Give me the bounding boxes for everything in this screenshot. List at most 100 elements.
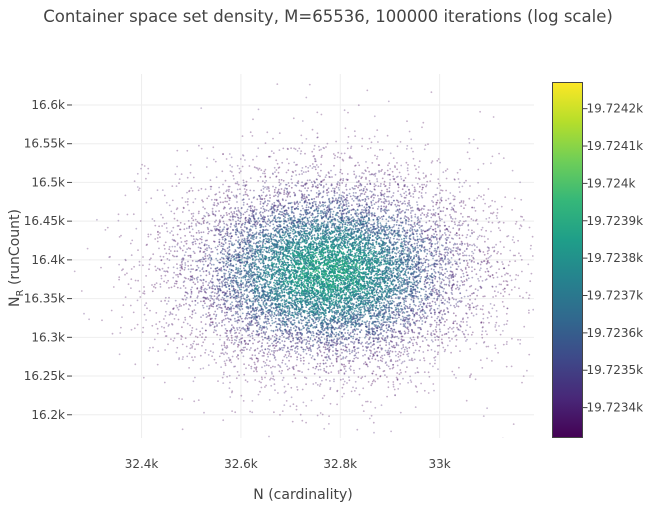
- scatter-point: [458, 259, 460, 261]
- scatter-point: [363, 410, 365, 412]
- scatter-point: [296, 386, 298, 388]
- scatter-point: [222, 382, 224, 384]
- scatter-point: [206, 157, 208, 159]
- scatter-point: [316, 324, 318, 326]
- scatter-point: [318, 174, 320, 176]
- scatter-point: [231, 290, 233, 292]
- scatter-point: [419, 191, 421, 193]
- scatter-point: [389, 231, 391, 233]
- scatter-point: [320, 326, 322, 328]
- scatter-point: [176, 283, 178, 285]
- scatter-point: [139, 296, 141, 298]
- scatter-point: [300, 235, 302, 237]
- scatter-point: [267, 284, 269, 286]
- scatter-point: [164, 195, 166, 197]
- scatter-point: [326, 366, 328, 368]
- scatter-point: [226, 314, 228, 316]
- scatter-point: [192, 228, 194, 230]
- scatter-point: [180, 338, 182, 340]
- scatter-point: [170, 338, 172, 340]
- scatter-point: [349, 350, 351, 352]
- scatter-point: [521, 259, 523, 261]
- scatter-point: [444, 232, 446, 234]
- scatter-point: [424, 262, 426, 264]
- scatter-point: [372, 247, 374, 249]
- scatter-point: [345, 185, 347, 187]
- scatter-point: [398, 212, 400, 214]
- scatter-point: [276, 291, 278, 293]
- scatter-point: [260, 203, 262, 205]
- scatter-point: [301, 173, 303, 175]
- scatter-point: [213, 159, 215, 161]
- scatter-point: [240, 235, 242, 237]
- scatter-point: [249, 321, 251, 323]
- scatter-point: [319, 298, 321, 300]
- scatter-point: [238, 239, 240, 241]
- scatter-point: [368, 313, 370, 315]
- scatter-point: [392, 323, 394, 325]
- scatter-point: [436, 324, 438, 326]
- scatter-point: [306, 196, 308, 198]
- scatter-point: [293, 212, 295, 214]
- scatter-point: [192, 244, 194, 246]
- scatter-point: [432, 290, 434, 292]
- scatter-point: [528, 354, 530, 356]
- scatter-point: [511, 289, 513, 291]
- scatter-point: [409, 235, 411, 237]
- scatter-point: [200, 275, 202, 277]
- scatter-point: [449, 280, 451, 282]
- scatter-point: [471, 266, 473, 268]
- scatter-point: [462, 255, 464, 257]
- scatter-point: [251, 201, 253, 203]
- scatter-point: [381, 208, 383, 210]
- scatter-point: [195, 336, 197, 338]
- scatter-point: [365, 401, 367, 403]
- scatter-point: [287, 218, 289, 220]
- scatter-point: [309, 212, 311, 214]
- scatter-point: [257, 348, 259, 350]
- scatter-point: [278, 263, 280, 265]
- scatter-point: [326, 318, 328, 320]
- scatter-point: [366, 207, 368, 209]
- scatter-point: [272, 138, 274, 140]
- scatter-point: [390, 152, 392, 154]
- scatter-point: [157, 350, 159, 352]
- scatter-point: [274, 357, 276, 359]
- scatter-point: [301, 329, 303, 331]
- scatter-point: [361, 329, 363, 331]
- scatter-point: [160, 214, 162, 216]
- scatter-point: [169, 253, 171, 255]
- scatter-point: [393, 331, 395, 333]
- scatter-point: [395, 266, 397, 268]
- scatter-point: [324, 321, 326, 323]
- scatter-point: [157, 333, 159, 335]
- scatter-point: [405, 300, 407, 302]
- scatter-point: [329, 380, 331, 382]
- scatter-point: [339, 201, 341, 203]
- scatter-point: [344, 153, 346, 155]
- scatter-point: [329, 327, 331, 329]
- scatter-point: [196, 297, 198, 299]
- scatter-point: [217, 380, 219, 382]
- scatter-point: [352, 350, 354, 352]
- scatter-point: [412, 226, 414, 228]
- scatter-point: [285, 285, 287, 287]
- scatter-point: [185, 251, 187, 253]
- scatter-point: [356, 203, 358, 205]
- scatter-point: [432, 196, 434, 198]
- scatter-point: [179, 246, 181, 248]
- scatter-point: [386, 364, 388, 366]
- scatter-point: [337, 236, 339, 238]
- scatter-point: [437, 351, 439, 353]
- scatter-point: [259, 168, 261, 170]
- scatter-point: [142, 256, 144, 258]
- scatter-point: [273, 352, 275, 354]
- scatter-point: [195, 225, 197, 227]
- scatter-point: [468, 229, 470, 231]
- scatter-point: [226, 290, 228, 292]
- scatter-point: [317, 132, 319, 134]
- scatter-point: [317, 384, 319, 386]
- scatter-point: [313, 201, 315, 203]
- scatter-point: [265, 385, 267, 387]
- scatter-point: [252, 224, 254, 226]
